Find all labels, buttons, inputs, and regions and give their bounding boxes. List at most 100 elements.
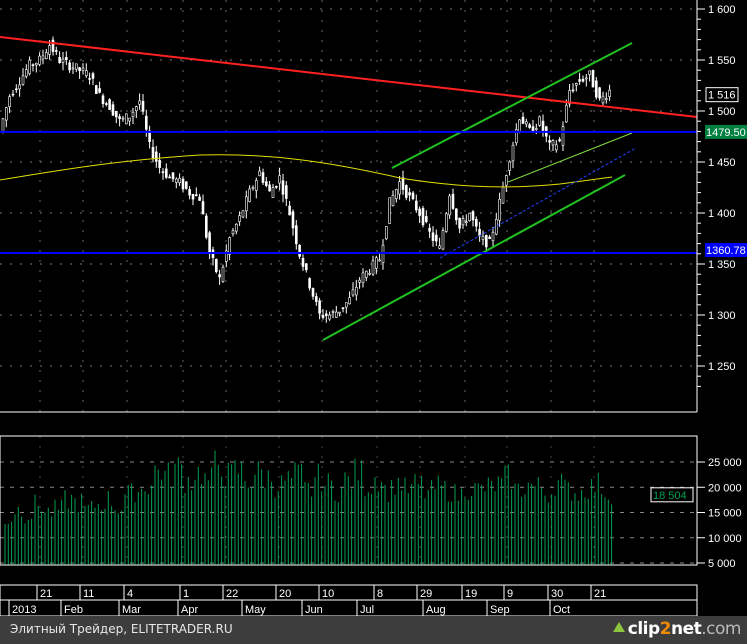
candle xyxy=(241,210,245,218)
candle xyxy=(461,218,465,226)
candle xyxy=(354,286,358,296)
candle xyxy=(331,311,335,313)
candle xyxy=(65,57,68,61)
date-month-label: Feb xyxy=(64,604,83,616)
date-month-label: Aug xyxy=(426,604,446,616)
candle xyxy=(138,100,141,105)
candle xyxy=(128,117,131,122)
candle xyxy=(51,39,55,52)
date-day-label: 19 xyxy=(465,588,477,600)
date-day-label: 22 xyxy=(226,588,238,600)
candle xyxy=(121,117,125,120)
candle xyxy=(111,104,115,116)
date-month-label: Oct xyxy=(553,604,570,616)
candle xyxy=(434,234,438,242)
candle xyxy=(324,313,328,316)
candle xyxy=(21,75,25,85)
date-day-label: 30 xyxy=(551,588,563,600)
candle xyxy=(474,219,478,227)
candle xyxy=(498,198,501,221)
channel-upper-line xyxy=(391,42,633,169)
candle xyxy=(521,116,525,124)
candle xyxy=(454,208,458,221)
candle xyxy=(255,180,258,191)
resistance-trendline xyxy=(0,36,698,118)
candle xyxy=(248,188,251,202)
candle xyxy=(588,70,591,75)
candle xyxy=(225,250,228,262)
candle xyxy=(178,177,181,183)
candle xyxy=(205,215,208,238)
candle xyxy=(364,270,368,278)
candle xyxy=(571,89,575,92)
candle xyxy=(171,172,175,180)
candle xyxy=(81,67,85,71)
date-day-label: 21 xyxy=(594,588,606,600)
candle xyxy=(251,187,255,189)
candle xyxy=(218,274,221,278)
candle xyxy=(421,208,425,226)
candle xyxy=(548,140,551,143)
candle xyxy=(151,147,155,159)
candle xyxy=(368,272,371,275)
candle xyxy=(208,232,211,255)
candle xyxy=(175,178,178,183)
candle xyxy=(48,45,51,55)
candle xyxy=(558,139,561,142)
candle xyxy=(231,230,235,235)
price-tick-label: 1 600 xyxy=(708,4,736,16)
candle xyxy=(358,279,361,283)
candle xyxy=(398,181,401,195)
candle xyxy=(168,176,171,179)
candle xyxy=(541,120,545,131)
candle xyxy=(75,63,78,70)
candle xyxy=(418,208,421,216)
candle xyxy=(438,245,441,249)
price-tick-label: 1 450 xyxy=(708,157,736,169)
candle xyxy=(441,230,445,250)
candle xyxy=(88,78,91,80)
date-month-label: Jun xyxy=(305,604,323,616)
candle xyxy=(145,115,148,130)
candle xyxy=(135,106,138,112)
clip2net-logo[interactable]: clip2net.com xyxy=(612,619,741,639)
candle xyxy=(594,80,598,98)
candle xyxy=(468,212,471,221)
candle xyxy=(278,175,281,184)
candle xyxy=(15,88,18,91)
candle xyxy=(408,192,411,196)
candle xyxy=(91,73,95,79)
candle xyxy=(518,119,521,133)
candle xyxy=(388,197,391,224)
candle xyxy=(581,78,585,82)
candle xyxy=(281,180,285,195)
current-price-label: 1 516 xyxy=(708,90,736,102)
candle xyxy=(181,178,185,190)
candle xyxy=(308,278,311,289)
candle xyxy=(494,219,498,235)
candle xyxy=(105,103,108,105)
price-tick-label: 1 300 xyxy=(708,310,736,322)
candle xyxy=(215,258,218,272)
footer: Элитный Трейдер, ELITETRADER.RU clip2net… xyxy=(0,616,747,644)
candle xyxy=(95,85,98,94)
candle xyxy=(71,67,75,70)
current-price-box xyxy=(705,87,739,103)
candle xyxy=(314,296,318,302)
date-month-label: 2013 xyxy=(12,604,36,616)
candle xyxy=(118,116,121,120)
candle xyxy=(378,259,381,262)
candle xyxy=(401,177,405,190)
candle xyxy=(98,88,101,93)
candle xyxy=(574,83,578,86)
candle xyxy=(318,300,321,314)
candle xyxy=(188,189,191,196)
candle xyxy=(31,64,35,66)
candle xyxy=(304,263,308,270)
candle xyxy=(414,200,418,211)
candle xyxy=(274,185,278,188)
volume-tick-label: 25 000 xyxy=(708,457,742,469)
candle xyxy=(394,189,398,199)
date-day-label: 20 xyxy=(279,588,291,600)
candle xyxy=(235,223,238,232)
